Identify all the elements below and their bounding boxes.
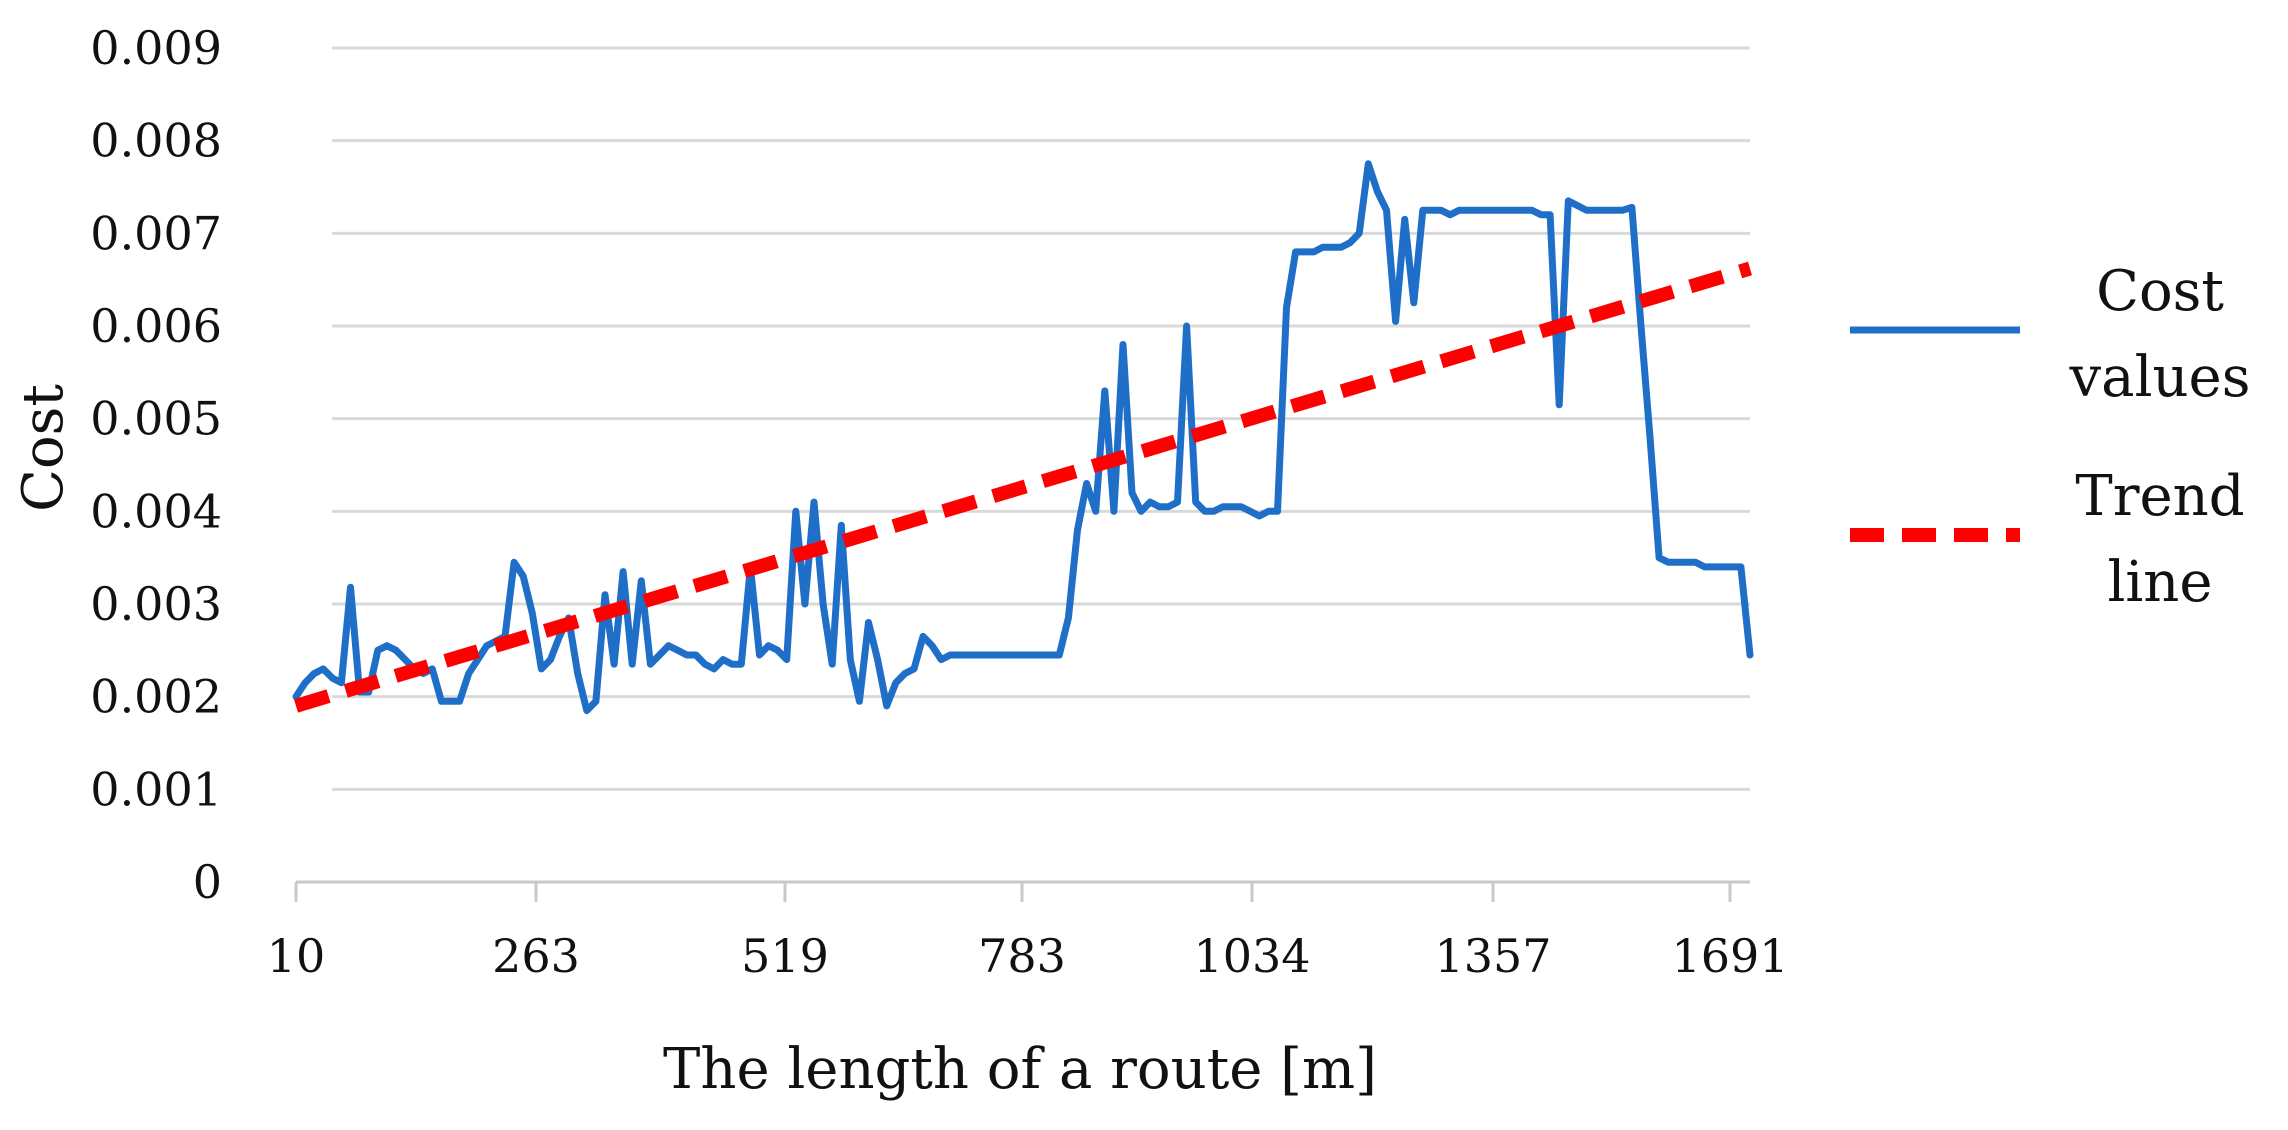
series-line-cost-values — [292, 160, 1754, 715]
y-tick-label-0.003: 0.003 — [90, 577, 222, 631]
legend-label-1-1: line — [2107, 550, 2212, 615]
y-tick-label-0.002: 0.002 — [90, 670, 222, 724]
legend-label-0-1: values — [2069, 345, 2251, 410]
y-tick-label-0.005: 0.005 — [90, 392, 222, 446]
legend-label-0-0: Cost — [2096, 259, 2224, 324]
series-line-trend-line — [293, 261, 1753, 713]
y-tick-label-0.004: 0.004 — [90, 484, 222, 538]
y-tick-label-0.001: 0.001 — [90, 762, 222, 816]
gridlines — [332, 46, 1750, 791]
y-tick-label-0.006: 0.006 — [90, 299, 222, 353]
x-tick-label-519: 519 — [741, 929, 829, 983]
y-axis-title: Cost — [11, 384, 76, 512]
series — [292, 160, 1754, 715]
y-tick-label-0: 0 — [193, 855, 222, 909]
y-tick-label-0.008: 0.008 — [90, 114, 222, 168]
axes — [294, 880, 1750, 902]
x-tick-label-1034: 1034 — [1193, 929, 1310, 983]
x-tick-label-10: 10 — [267, 929, 326, 983]
x-tick-label-263: 263 — [492, 929, 580, 983]
x-axis-title: The length of a route [m] — [663, 1037, 1377, 1102]
tick-labels: 0 0.001 0.002 0.003 0.004 0.005 0.006 0.007 0.00… — [90, 21, 1788, 983]
legend: Cost values Trend line — [1850, 259, 2250, 615]
y-tick-label-0.007: 0.007 — [90, 206, 222, 260]
legend-label-1-0: Trend — [2075, 464, 2244, 529]
x-tick-label-1357: 1357 — [1434, 929, 1551, 983]
x-tick-label-1691: 1691 — [1671, 929, 1788, 983]
y-tick-label-0.009: 0.009 — [90, 21, 222, 75]
x-tick-label-783: 783 — [978, 929, 1066, 983]
